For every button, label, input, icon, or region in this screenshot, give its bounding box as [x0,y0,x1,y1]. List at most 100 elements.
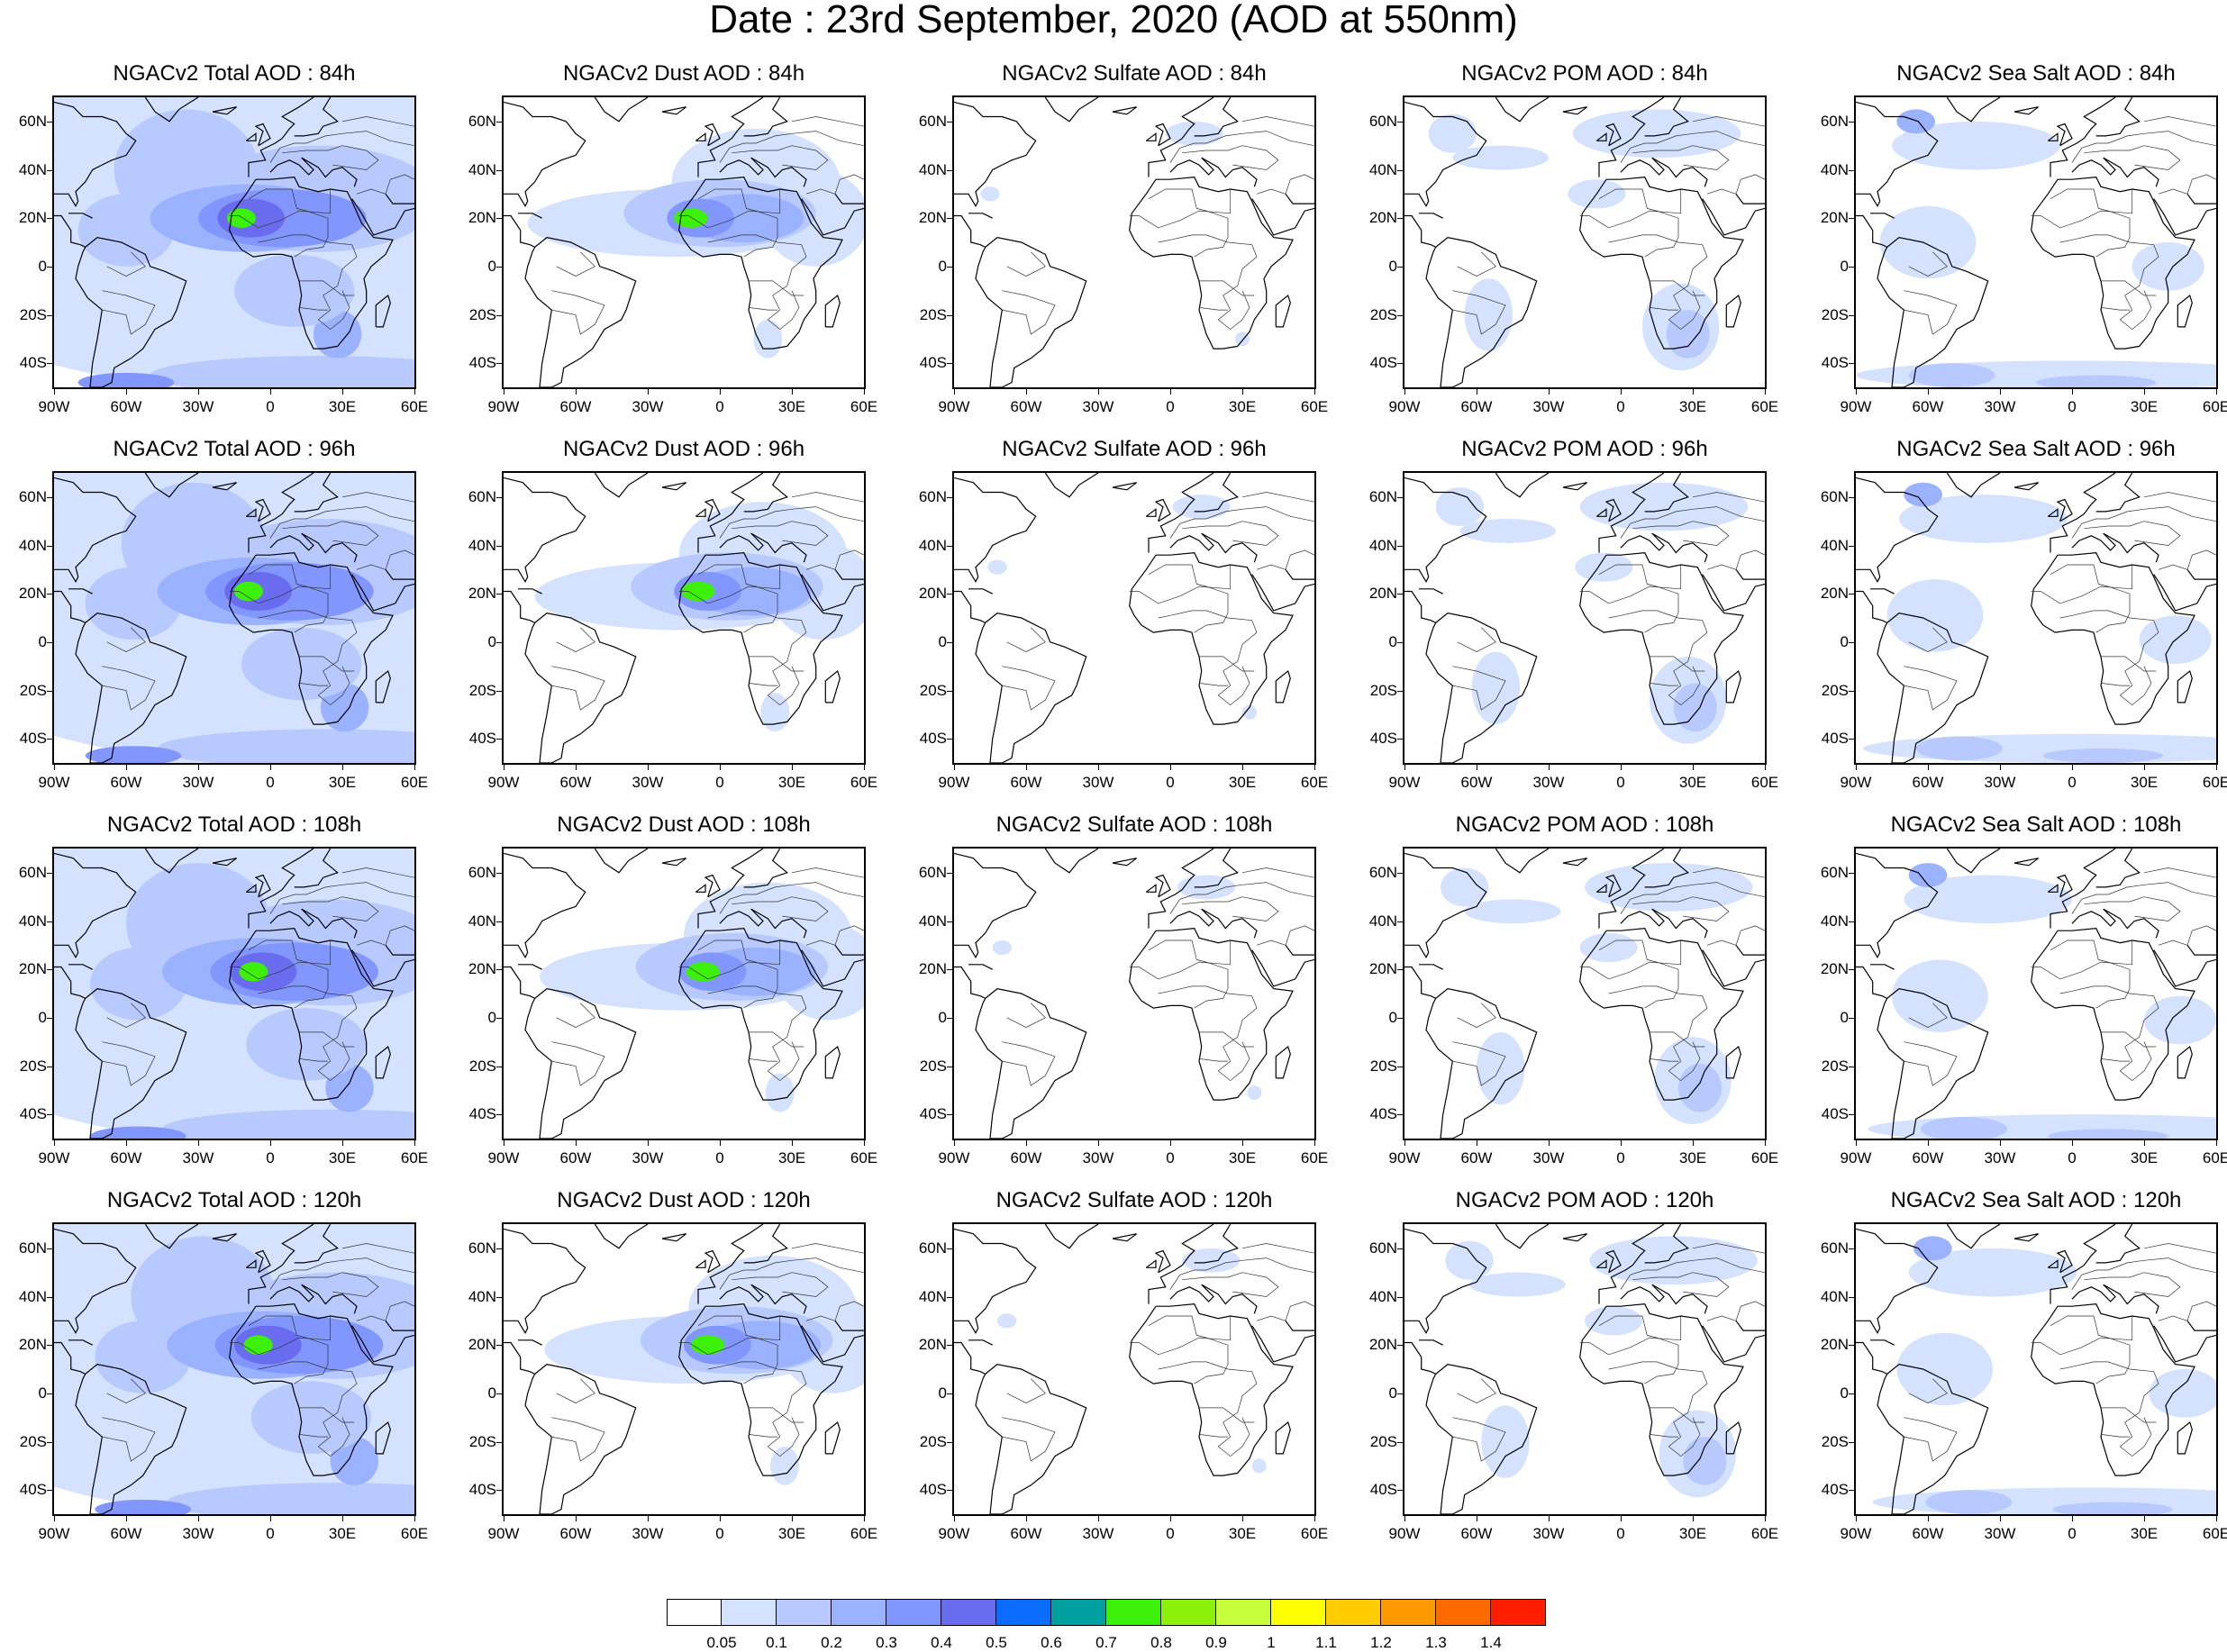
lon-label: 30W [182,1149,214,1166]
lat-tick [947,969,952,971]
country-border [258,234,358,331]
lat-label: 20S [1369,681,1397,699]
map-plot [502,1222,866,1516]
coastline [801,574,864,612]
lon-label: 30E [777,398,806,415]
lon-tick [954,1516,955,1521]
country-border [1706,925,1765,946]
lon-label: 60E [1300,1525,1329,1542]
aod-shading [1242,704,1257,720]
lat-tick [1849,1490,1854,1492]
lon-label: 0 [1166,774,1175,791]
lon-label: 60E [2202,398,2227,415]
lat-label: 60N [918,1239,947,1257]
lat-tick [1849,1296,1854,1298]
lat-tick [496,921,502,922]
coastline [1169,532,1258,563]
coastline [2056,874,2073,898]
coastline [704,123,721,147]
coastline [2050,97,2116,177]
country-border [556,1003,595,1028]
lon-tick [270,765,271,770]
lat-tick [1397,594,1403,595]
coastline [975,987,1087,1139]
country-border [1169,1257,1314,1290]
country-border [1632,896,1730,921]
map-svg [954,1224,1314,1514]
coastline [1145,884,1157,893]
country-border [1158,610,1258,706]
lat-tick [1397,921,1403,922]
lat-tick [496,1248,502,1249]
lon-tick [1404,1140,1405,1146]
lat-label: 40S [19,354,47,372]
coastline [1877,612,1989,763]
country-border [2084,896,2181,921]
coastline [695,132,706,141]
country-border [1256,925,1314,946]
aod-shading [1908,1248,2077,1297]
coastline [834,193,864,204]
coastline [385,944,414,956]
panel-title: NGACv2 Sulfate AOD : 84h [1002,61,1267,86]
aod-shading [1441,867,1489,907]
country-border [1256,174,1314,195]
country-border [1148,564,1229,633]
coastline [1946,849,2001,874]
lat-label: 20S [919,1432,947,1450]
country-border [1199,1031,1255,1048]
panel-title: NGACv2 Total AOD : 96h [113,437,356,461]
lat-tick [947,921,952,922]
country-border [229,565,332,604]
country-border [2084,521,2181,546]
coastline [954,852,1037,959]
coastline [1194,97,1239,137]
lat-label: 40N [18,1287,47,1305]
lat-label: 20S [468,1432,496,1450]
coastline [594,1224,649,1249]
coastline [661,858,687,867]
map-svg [1856,849,2216,1139]
colorbar-swatch [1216,1599,1271,1626]
lat-tick [1849,641,1854,643]
aod-shading [246,1008,367,1081]
lon-tick [864,765,865,770]
coastline [678,927,843,1101]
lat-tick [47,1248,52,1249]
coastline [1275,1421,1291,1455]
aod-shading [1579,482,1749,531]
country-border [341,867,414,878]
country-border [1129,565,1232,604]
coastline [1598,1224,1665,1304]
country-border [356,549,414,570]
country-border [2071,882,2216,914]
lat-label: 40S [1821,1105,1849,1123]
map-plot [52,471,416,765]
lon-label: 60W [1912,1149,1944,1166]
coastline [1644,849,1689,888]
map-panel-pom-3: NGACv2 POM AOD : 108h 60N 40N 20N 0 20S 40S 90W… [1369,812,1778,1173]
lat-tick [496,363,502,365]
aod-shading [1908,863,1948,887]
country-border [1457,251,1496,277]
country-border [791,1243,864,1254]
map-panel-total-2: NGACv2 Total AOD : 96h 60N 40N 20N 0 20S 40S 90… [19,437,428,797]
country-border [1579,940,1682,980]
lon-tick [2216,1140,2217,1146]
lon-tick [1693,765,1694,770]
coastline [254,1249,271,1274]
lat-tick [496,218,502,220]
lat-label: 40S [19,1105,47,1123]
lat-tick [496,969,502,971]
colorbar-label: 0.4 [931,1634,952,1651]
lat-tick [947,1345,952,1347]
lat-label: 60N [1368,487,1397,505]
lat-tick [47,641,52,643]
country-border [2071,131,2216,163]
country-border [1457,1003,1496,1028]
lat-tick [47,363,52,365]
lon-tick [720,765,721,770]
country-border [269,1257,414,1290]
lat-label: 20S [468,681,496,699]
coastline [2047,132,2059,141]
